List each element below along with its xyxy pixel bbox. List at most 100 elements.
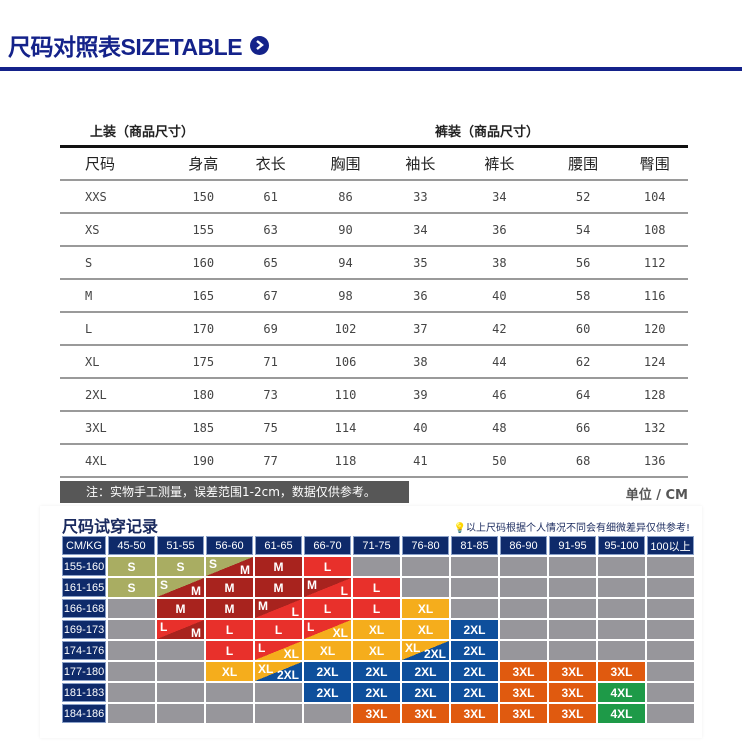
fit-cell bbox=[255, 683, 302, 702]
weight-header: 86-90 bbox=[500, 536, 547, 555]
table-cell: 64 bbox=[544, 378, 622, 412]
fit-cell: L bbox=[206, 641, 253, 660]
size-label: 2XL bbox=[276, 668, 299, 681]
fit-cell: 2XL bbox=[451, 620, 498, 639]
chevron-right-circle-icon[interactable] bbox=[250, 35, 270, 55]
fit-cell bbox=[451, 557, 498, 576]
height-header: 169-173 bbox=[62, 620, 106, 639]
size-label: M bbox=[258, 599, 268, 613]
bottom-section-label: 裤装（商品尺寸） bbox=[435, 125, 540, 140]
fit-cell bbox=[549, 599, 596, 618]
fit-cell bbox=[598, 557, 645, 576]
table-cell: 98 bbox=[304, 279, 387, 313]
fit-cell: L bbox=[206, 620, 253, 639]
table-cell: 165 bbox=[169, 279, 238, 313]
fit-cell: L XL bbox=[255, 641, 302, 660]
fit-cell bbox=[647, 620, 694, 639]
weight-header: 100以上 bbox=[647, 536, 694, 555]
table-cell: 61 bbox=[237, 180, 305, 214]
weight-header: 71-75 bbox=[353, 536, 400, 555]
weight-header: 95-100 bbox=[598, 536, 645, 555]
lightbulb-icon: 💡 bbox=[453, 523, 466, 534]
fit-cell: 2XL bbox=[451, 683, 498, 702]
fit-cell bbox=[598, 599, 645, 618]
fit-cell: 3XL bbox=[500, 704, 547, 723]
table-cell: 150 bbox=[169, 180, 238, 214]
table-cell: 90 bbox=[304, 213, 387, 247]
height-header: 155-160 bbox=[62, 557, 106, 576]
size-label: L bbox=[291, 605, 299, 618]
table-cell: 44 bbox=[453, 345, 545, 379]
fit-cell: 3XL bbox=[598, 662, 645, 681]
table-cell: 54 bbox=[544, 213, 622, 247]
fit-cell: S bbox=[108, 578, 155, 597]
table-cell: 36 bbox=[453, 213, 545, 247]
fit-cell bbox=[402, 578, 449, 597]
column-header: 裤长 bbox=[453, 148, 545, 181]
title-text: 尺码对照表SIZETABLE bbox=[8, 34, 243, 60]
table-cell: 185 bbox=[169, 411, 238, 445]
height-header: 161-165 bbox=[62, 578, 106, 597]
table-cell: M bbox=[60, 279, 170, 313]
table-cell: 2XL bbox=[60, 378, 170, 412]
table-cell: XL bbox=[60, 345, 170, 379]
fit-cell: 2XL bbox=[353, 662, 400, 681]
weight-header: 81-85 bbox=[451, 536, 498, 555]
table-cell: 124 bbox=[621, 345, 688, 379]
fit-cell: M bbox=[255, 557, 302, 576]
fit-cell: 3XL bbox=[402, 704, 449, 723]
fit-cell bbox=[157, 704, 204, 723]
fit-cell bbox=[647, 683, 694, 702]
fit-cell bbox=[598, 578, 645, 597]
table-cell: 128 bbox=[621, 378, 688, 412]
fit-cell: S bbox=[108, 557, 155, 576]
fit-cell bbox=[500, 599, 547, 618]
table-cell: 155 bbox=[169, 213, 238, 247]
weight-header: 56-60 bbox=[206, 536, 253, 555]
size-label: L bbox=[340, 584, 348, 597]
size-label: XL bbox=[332, 626, 348, 639]
page-title: 尺码对照表SIZETABLE bbox=[8, 30, 270, 60]
fit-cell: 2XL bbox=[402, 683, 449, 702]
table-cell: 33 bbox=[386, 180, 454, 214]
fit-cell bbox=[647, 704, 694, 723]
table-row: 4XL 190 77 118 41 50 68 136 bbox=[60, 444, 688, 478]
height-header: 177-180 bbox=[62, 662, 106, 681]
fit-cell bbox=[549, 578, 596, 597]
grid-corner: CM/KG bbox=[62, 536, 106, 555]
fit-cell: M bbox=[255, 578, 302, 597]
fit-cell bbox=[255, 704, 302, 723]
size-label: L bbox=[307, 620, 315, 634]
table-cell: 118 bbox=[304, 444, 387, 478]
fit-cell: S bbox=[157, 557, 204, 576]
top-section-label: 上装（商品尺寸） bbox=[90, 125, 195, 140]
size-label: L bbox=[160, 620, 168, 634]
table-cell: 112 bbox=[621, 246, 688, 280]
fit-cell: L bbox=[304, 599, 351, 618]
fit-cell bbox=[157, 683, 204, 702]
size-label: XL bbox=[258, 662, 274, 676]
size-table: 尺码 身高 衣长 胸围 袖长 裤长 腰围 臀围 XXS 150 61 86 33 34 52 104 XS 15… bbox=[60, 148, 688, 478]
fit-cell bbox=[500, 578, 547, 597]
fit-cell: XL bbox=[402, 620, 449, 639]
table-cell: 170 bbox=[169, 312, 238, 346]
size-label: M bbox=[240, 563, 250, 576]
size-label: M bbox=[191, 584, 201, 597]
fit-cell bbox=[353, 557, 400, 576]
fit-cell: L bbox=[304, 557, 351, 576]
table-cell: 52 bbox=[544, 180, 622, 214]
table-cell: 3XL bbox=[60, 411, 170, 445]
table-cell: 75 bbox=[237, 411, 305, 445]
fit-cell: XL 2XL bbox=[255, 662, 302, 681]
fitting-title: 尺码试穿记录 bbox=[62, 517, 159, 536]
table-cell: 39 bbox=[386, 378, 454, 412]
table-cell: 4XL bbox=[60, 444, 170, 478]
fit-cell: XL bbox=[353, 641, 400, 660]
fit-cell: 3XL bbox=[451, 704, 498, 723]
table-cell: 38 bbox=[453, 246, 545, 280]
table-cell: L bbox=[60, 312, 170, 346]
table-row: XL 175 71 106 38 44 62 124 bbox=[60, 345, 688, 379]
table-cell: 69 bbox=[237, 312, 305, 346]
